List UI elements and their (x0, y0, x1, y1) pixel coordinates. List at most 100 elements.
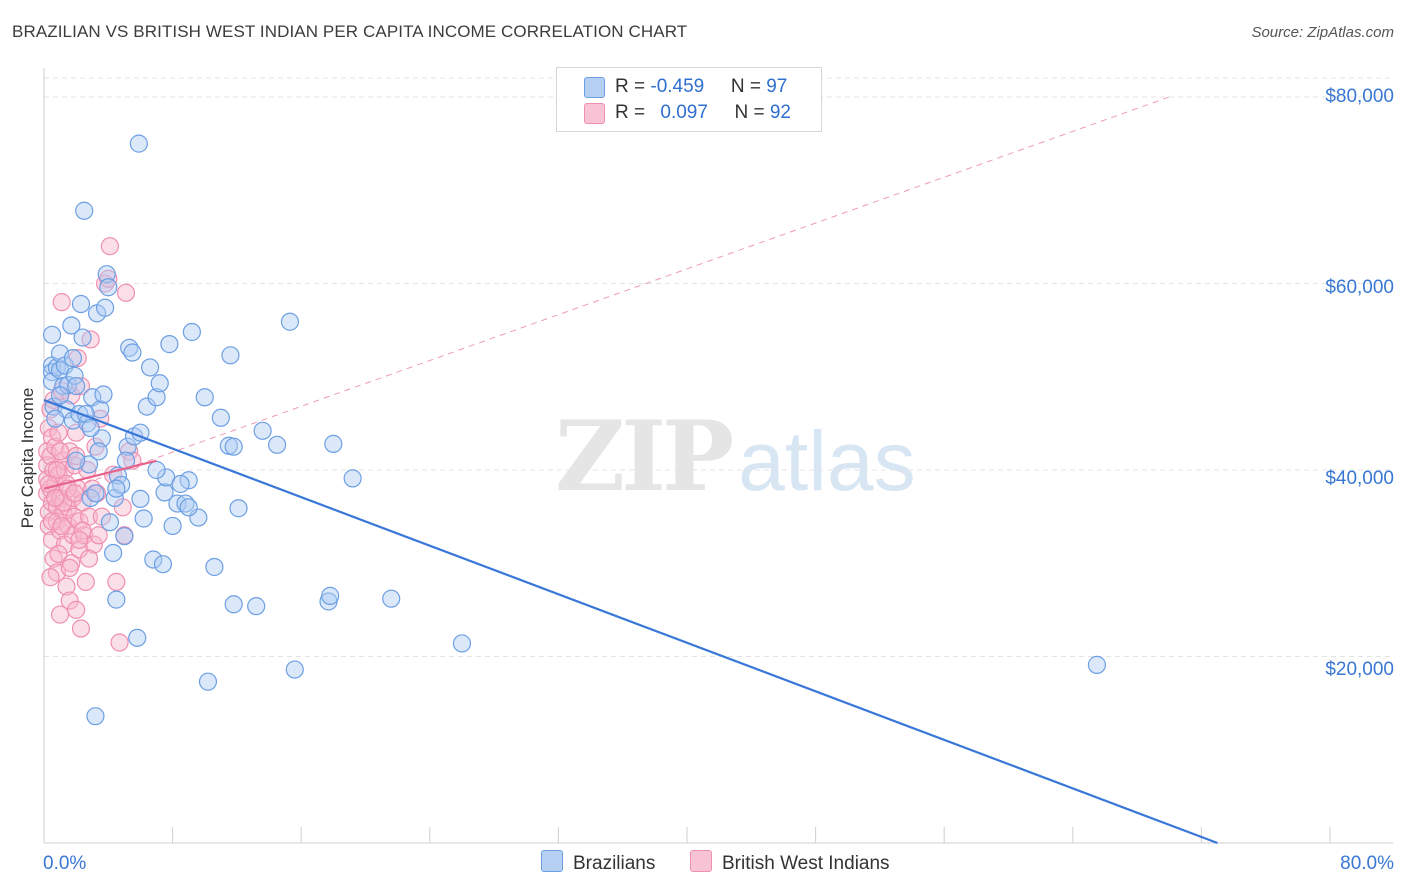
data-point-british-west-indians (57, 577, 76, 596)
data-point-brazilians (280, 312, 300, 331)
data-point-british-west-indians (42, 512, 62, 531)
r-value: 0.097 (660, 102, 708, 123)
data-point-british-west-indians (60, 558, 79, 578)
legend-item-british-west-indians[interactable]: British West Indians (690, 850, 890, 875)
data-point-brazilians (205, 557, 224, 577)
data-point-brazilians (67, 451, 86, 470)
watermark-zip: ZIP (555, 400, 734, 513)
data-point-brazilians (147, 388, 166, 407)
data-point-brazilians (144, 550, 163, 569)
data-point-brazilians (137, 397, 156, 416)
data-point-brazilians (221, 346, 240, 365)
legend-item-brazilians[interactable]: Brazilians (541, 850, 655, 875)
y-tick-label: $60,000 (1325, 277, 1394, 298)
data-point-british-west-indians (50, 442, 70, 461)
data-point-brazilians (163, 516, 182, 536)
data-point-brazilians (321, 586, 340, 605)
data-point-british-west-indians (41, 568, 60, 587)
data-point-brazilians (224, 595, 243, 614)
data-point-brazilians (107, 479, 126, 498)
data-point-brazilians (382, 589, 401, 608)
data-point-brazilians (452, 634, 472, 653)
data-point-brazilians (229, 499, 248, 518)
data-point-brazilians (86, 707, 105, 726)
data-point-brazilians (99, 278, 118, 297)
data-point-brazilians (128, 628, 147, 647)
data-point-british-west-indians (79, 549, 99, 568)
data-point-british-west-indians (70, 530, 89, 550)
data-point-british-west-indians (70, 540, 89, 559)
data-point-brazilians (324, 434, 343, 453)
watermark: ZIPatlas (555, 400, 916, 513)
data-point-brazilians (50, 386, 70, 405)
data-point-brazilians (160, 335, 179, 354)
data-point-brazilians (97, 265, 116, 284)
data-point-brazilians (63, 349, 83, 368)
data-point-brazilians (123, 343, 142, 362)
data-point-brazilians (134, 509, 153, 528)
data-point-british-west-indians (47, 460, 66, 480)
x-tick-label: 0.0% (43, 853, 87, 874)
trend-line-brazilians (43, 399, 1218, 845)
n-value: 92 (769, 102, 791, 123)
legend-swatch-pink (584, 103, 605, 124)
y-tick-label: $20,000 (1325, 659, 1394, 680)
data-point-brazilians (343, 469, 362, 488)
data-point-brazilians (147, 460, 166, 480)
data-point-brazilians (195, 388, 214, 407)
y-tick-label: $80,000 (1325, 86, 1394, 107)
n-label: N = (734, 102, 770, 123)
data-point-brazilians (247, 597, 266, 616)
data-point-brazilians (224, 437, 243, 456)
legend-label: Brazilians (573, 853, 656, 874)
chart-title: BRAZILIAN VS BRITISH WEST INDIAN PER CAP… (12, 22, 688, 41)
data-point-brazilians (46, 409, 65, 428)
data-point-british-west-indians (89, 526, 108, 545)
data-point-brazilians (73, 328, 92, 347)
data-point-british-west-indians (60, 591, 79, 610)
data-point-brazilians (42, 325, 62, 344)
legend-swatch-blue (584, 77, 605, 98)
data-point-brazilians (253, 421, 272, 440)
data-point-british-west-indians (67, 600, 86, 619)
data-point-brazilians (107, 590, 126, 609)
data-point-brazilians (182, 322, 201, 342)
data-point-british-west-indians (52, 516, 71, 536)
data-point-british-west-indians (71, 376, 91, 396)
legend-swatch-blue (541, 850, 563, 872)
data-point-british-west-indians (67, 446, 86, 466)
data-point-brazilians (104, 543, 123, 563)
data-point-british-west-indians (46, 488, 65, 508)
data-point-brazilians (1087, 655, 1107, 674)
data-point-british-west-indians (52, 293, 71, 312)
data-point-brazilians (153, 555, 173, 574)
data-point-brazilians (115, 527, 134, 546)
data-point-brazilians (171, 474, 190, 494)
data-point-brazilians (155, 483, 174, 502)
legend-swatch-pink (690, 850, 712, 872)
r-label: R = (615, 102, 651, 123)
data-point-brazilians (285, 660, 304, 679)
data-point-brazilians (81, 418, 100, 438)
data-point-brazilians (91, 400, 110, 419)
trend-line-british-west-indians (43, 459, 157, 490)
data-point-brazilians (86, 484, 105, 503)
data-point-brazilians (75, 201, 94, 220)
data-point-british-west-indians (71, 619, 91, 638)
r-label: R = (615, 76, 651, 97)
data-point-british-west-indians (84, 535, 103, 554)
source-label: Source: ZipAtlas.com (1251, 24, 1394, 41)
x-tick-label: 80.0% (1340, 853, 1394, 874)
data-point-brazilians (67, 376, 86, 396)
legend-label: British West Indians (722, 853, 890, 874)
data-point-brazilians (140, 358, 160, 377)
data-point-brazilians (94, 385, 113, 404)
data-point-brazilians (129, 134, 148, 153)
watermark-atlas: atlas (738, 414, 916, 508)
data-point-british-west-indians (110, 633, 129, 652)
data-point-british-west-indians (100, 237, 120, 256)
n-label: N = (730, 76, 767, 97)
data-point-brazilians (150, 374, 169, 393)
data-point-brazilians (131, 489, 150, 509)
